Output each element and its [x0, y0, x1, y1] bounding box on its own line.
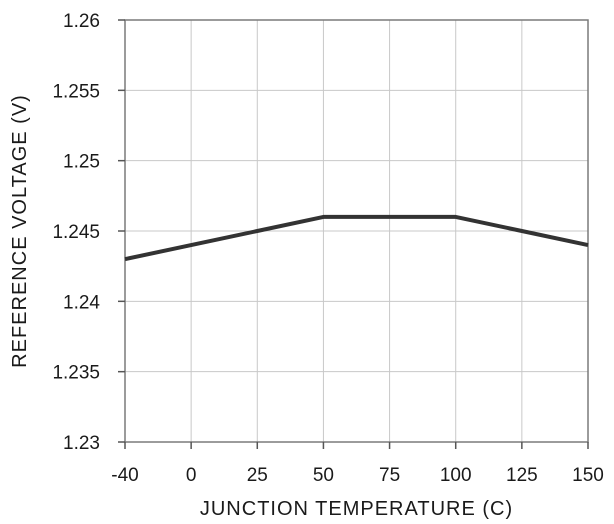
y-axis-title: REFERENCE VOLTAGE (V) [9, 94, 31, 368]
y-tick-label: 1.24 [63, 292, 100, 313]
x-tick-label: 100 [440, 465, 472, 486]
series-line [124, 214, 589, 262]
y-tick-labels: 1.23 1.235 1.24 1.245 1.25 1.255 1.26 [52, 11, 100, 454]
series-group [124, 214, 589, 262]
x-tick-label: 25 [247, 465, 268, 486]
y-tick-label: 1.245 [52, 222, 100, 243]
y-tick-label: 1.25 [63, 152, 100, 173]
x-tick-label: 75 [379, 465, 400, 486]
x-tick-label: 0 [186, 465, 197, 486]
x-tick-label: -40 [111, 465, 138, 486]
x-tick-label: 50 [313, 465, 334, 486]
x-tick-labels: -40 0 25 50 75 100 125 150 [111, 465, 604, 486]
y-tick-label: 1.26 [63, 11, 100, 32]
x-tick-label: 125 [506, 465, 538, 486]
y-tick-label: 1.235 [52, 363, 100, 384]
x-axis-title: JUNCTION TEMPERATURE (C) [200, 498, 513, 520]
y-tick-label: 1.255 [52, 81, 100, 102]
x-tick-label: 150 [572, 465, 604, 486]
tick-marks [118, 19, 589, 449]
y-tick-label: 1.23 [63, 433, 100, 454]
